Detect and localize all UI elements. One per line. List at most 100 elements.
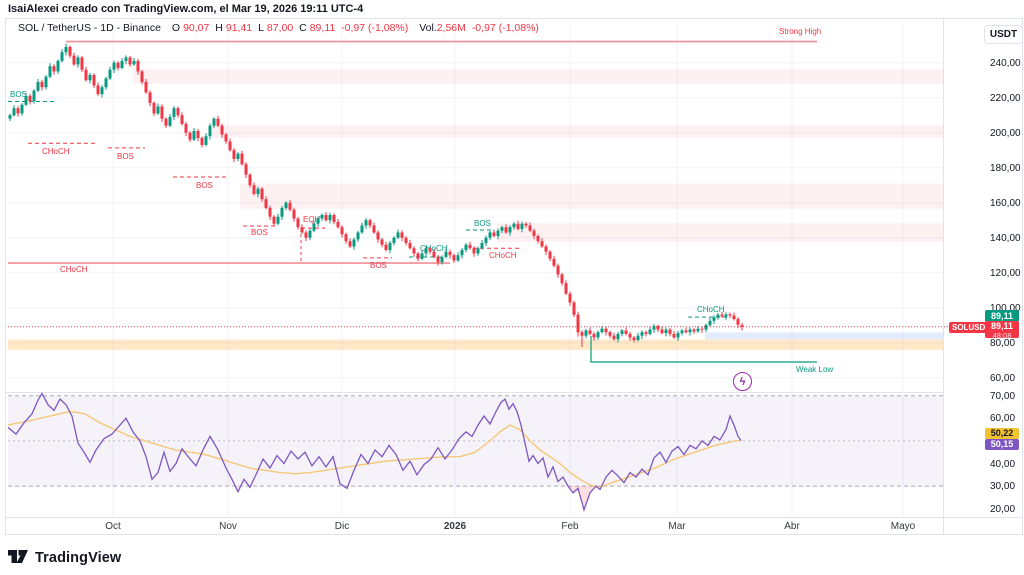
candle-body	[220, 125, 224, 135]
candle-body	[364, 220, 368, 226]
candle-body	[616, 333, 620, 340]
candle-body	[516, 223, 520, 229]
candle-body	[728, 314, 732, 316]
ohlc-close-value: 89,11	[309, 22, 336, 34]
candle-body	[80, 57, 84, 70]
candle-body	[580, 332, 584, 336]
candle-body	[332, 214, 336, 222]
candle-body	[200, 137, 204, 145]
bos-label: BOS	[117, 152, 134, 161]
candle-body	[40, 81, 44, 88]
candle-body	[232, 150, 236, 159]
candle-body	[216, 118, 220, 126]
candle-body	[568, 293, 572, 303]
candle-body	[60, 52, 64, 61]
lightning-marker-icon[interactable]: ϟ	[733, 372, 752, 391]
candle-body	[264, 199, 268, 208]
choch-label: CHoCH	[42, 147, 70, 156]
choch-major-label: CHoCH	[60, 265, 88, 274]
candle-body	[140, 71, 144, 82]
candle-body	[628, 333, 632, 338]
candle-body	[204, 136, 208, 145]
price-tick-label: 200,00	[990, 127, 1021, 139]
price-tick-label: 140,00	[990, 232, 1021, 244]
candle-body	[36, 81, 40, 91]
candle-body	[128, 57, 132, 65]
candle-body	[108, 69, 112, 79]
candle-body	[592, 333, 596, 338]
candle-body	[300, 227, 304, 233]
candle-body	[120, 60, 124, 68]
candle-body	[336, 221, 340, 228]
candle-body	[448, 251, 452, 256]
candle-body	[324, 214, 328, 221]
candle-body	[524, 223, 528, 226]
candle-body	[492, 232, 496, 236]
time-tick-label: Mayo	[890, 521, 916, 532]
candle-body	[20, 104, 24, 114]
candle-body	[608, 332, 612, 336]
candle-body	[212, 118, 216, 126]
candle-body	[416, 253, 420, 259]
candle-body	[180, 115, 184, 124]
candle-body	[148, 92, 152, 103]
candle-body	[48, 66, 52, 77]
candle-body	[452, 255, 456, 261]
tradingview-logo-icon[interactable]	[8, 549, 28, 567]
candle-body	[260, 188, 264, 200]
chart-legend[interactable]: SOL / TetherUS - 1D - Binance O 90,07 H 91…	[18, 22, 542, 34]
symbol-price-tag: SOLUSDT	[949, 322, 994, 333]
candle-body	[408, 242, 412, 249]
candle-body	[164, 118, 168, 126]
candle-body	[16, 108, 20, 114]
candle-body	[436, 256, 440, 263]
candle-body	[132, 60, 136, 65]
candle-body	[228, 141, 232, 151]
candle-body	[376, 232, 380, 240]
rsi-value-badge: 50,15	[985, 439, 1019, 450]
candle-body	[196, 130, 200, 138]
candle-body	[276, 216, 280, 224]
candle-body	[84, 69, 88, 81]
symbol-title[interactable]: SOL / TetherUS - 1D - Binance	[18, 22, 161, 34]
candle-body	[56, 60, 60, 72]
candle-body	[596, 332, 600, 338]
candle-body	[432, 251, 436, 257]
rsi-tick-label: 70,00	[990, 390, 1016, 402]
tradingview-logo-text[interactable]: TradingView	[35, 550, 122, 566]
candle-body	[528, 225, 532, 231]
time-tick-label: Oct	[105, 521, 121, 532]
candle-body	[456, 255, 460, 261]
candle-body	[480, 242, 484, 249]
currency-toggle-button[interactable]: USDT	[984, 25, 1023, 44]
symbol-price-badge: 89,11 48:08	[985, 321, 1019, 340]
ohlc-low-key: L	[258, 22, 264, 34]
candle-body	[588, 330, 592, 334]
candle-body	[472, 248, 476, 254]
time-tick-label: Mar	[668, 521, 686, 532]
supply-3-zone	[240, 183, 943, 209]
candle-body	[656, 326, 660, 330]
candle-body	[552, 258, 556, 266]
ohlc-close-key: C	[299, 22, 307, 34]
bos-label: BOS	[10, 90, 27, 99]
candle-body	[392, 237, 396, 243]
ohlc-open-value: 90,07	[183, 22, 210, 34]
volume-value: 2,56M	[436, 22, 466, 34]
candle-body	[508, 227, 512, 233]
candle-body	[352, 239, 356, 247]
candle-body	[344, 234, 348, 242]
time-tick-label: 2026	[443, 521, 467, 532]
candle-body	[252, 185, 256, 194]
candle-body	[28, 95, 32, 102]
rsi-ma-badge: 50,22	[985, 428, 1019, 439]
candle-body	[664, 329, 668, 334]
price-tick-label: 80,00	[990, 337, 1016, 349]
candle-body	[624, 330, 628, 334]
attribution-text: IsaiAlexei creado con TradingView.com, e…	[8, 3, 364, 15]
candle-body	[96, 85, 100, 95]
rsi-tick-label: 20,00	[990, 503, 1016, 515]
candle-body	[400, 232, 404, 238]
